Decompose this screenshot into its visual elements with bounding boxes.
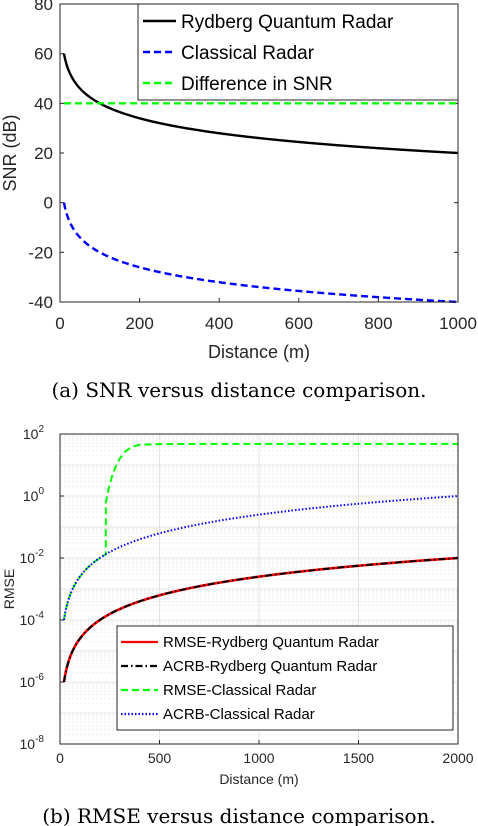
y-tick-label-b: 100 — [23, 486, 45, 504]
y-tick-label-a: 40 — [34, 94, 53, 113]
y-tick-label-a: -40 — [28, 293, 53, 312]
y-tick-label-b: 10-4 — [20, 610, 45, 628]
x-axis-label-a: Distance (m) — [208, 342, 310, 362]
y-tick-label-a: 60 — [34, 45, 53, 64]
y-tick-base-b: 10 — [20, 674, 36, 690]
y-tick-base-b: 10 — [20, 550, 36, 566]
legend-box-b — [116, 625, 454, 731]
y-tick-exponent-b: 0 — [38, 486, 44, 497]
axes-box-b — [59, 433, 459, 745]
x-tick-label-b: 1500 — [343, 750, 374, 766]
series-line-b-2 — [62, 442, 458, 621]
x-tick-label-a: 400 — [205, 314, 233, 333]
legend-label-a: Rydberg Quantum Radar — [181, 12, 394, 33]
caption-a: (a) SNR versus distance comparison. — [51, 378, 426, 402]
legend-label-a: Difference in SNR — [181, 74, 333, 95]
x-tick-label-a: 1000 — [439, 314, 477, 333]
y-tick-exponent-b: -6 — [35, 672, 44, 683]
caption-b: (b) RMSE versus distance comparison. — [42, 804, 436, 826]
y-tick-exponent-b: 2 — [38, 424, 44, 435]
y-tick-label-b: 102 — [23, 424, 45, 442]
y-tick-label-a: 80 — [34, 0, 53, 14]
legend-label-a: Classical Radar — [181, 43, 315, 64]
y-tick-label-b: 10-6 — [20, 672, 45, 690]
legend-b: RMSE-Rydberg Quantum Radar ACRB-Rydberg Q… — [116, 625, 454, 731]
y-tick-label-a: -20 — [28, 243, 53, 262]
legend-a: Rydberg Quantum Radar Classical Radar Diff… — [137, 3, 459, 101]
y-tick-exponent-b: -2 — [35, 548, 44, 559]
series-line-b-1 — [62, 557, 459, 683]
y-axis-label-a: SNR (dB) — [0, 114, 20, 191]
y-tick-label-a: 20 — [34, 144, 53, 163]
y-tick-base-b: 10 — [20, 612, 36, 628]
series-line-b-3 — [62, 495, 459, 621]
legend-label-b: ACRB-Classical Radar — [163, 706, 315, 723]
x-tick-label-a: 800 — [364, 314, 392, 333]
y-axis-label-b: RMSE — [1, 569, 17, 609]
y-tick-exponent-b: -4 — [35, 610, 44, 621]
x-tick-label-a: 0 — [55, 314, 64, 333]
legend-box-a — [137, 3, 459, 101]
y-tick-label-b: 10-2 — [20, 548, 45, 566]
x-axis-label-b: Distance (m) — [219, 771, 298, 787]
chart-snr: 0 200 400 600 800 1000 -40 -20 0 20 40 60 80 Distanc… — [0, 0, 477, 402]
legend-label-b: RMSE-Rydberg Quantum Radar — [163, 634, 379, 651]
legend-label-b: ACRB-Rydberg Quantum Radar — [163, 658, 377, 675]
y-tick-base-b: 10 — [23, 426, 39, 442]
y-tick-label-a: 0 — [44, 194, 53, 213]
x-tick-label-a: 600 — [285, 314, 313, 333]
x-tick-label-b: 2000 — [442, 750, 473, 766]
series-line-a-0 — [62, 53, 459, 155]
x-tick-label-a: 200 — [125, 314, 153, 333]
y-tick-label-b: 10-8 — [20, 734, 45, 752]
x-tick-label-b: 0 — [56, 750, 64, 766]
x-tick-label-b: 1000 — [243, 750, 274, 766]
legend-label-b: RMSE-Classical Radar — [163, 682, 316, 699]
y-tick-base-b: 10 — [23, 488, 39, 504]
x-tick-label-b: 500 — [148, 750, 172, 766]
y-tick-base-b: 10 — [20, 736, 36, 752]
y-tick-exponent-b: -8 — [35, 734, 44, 745]
